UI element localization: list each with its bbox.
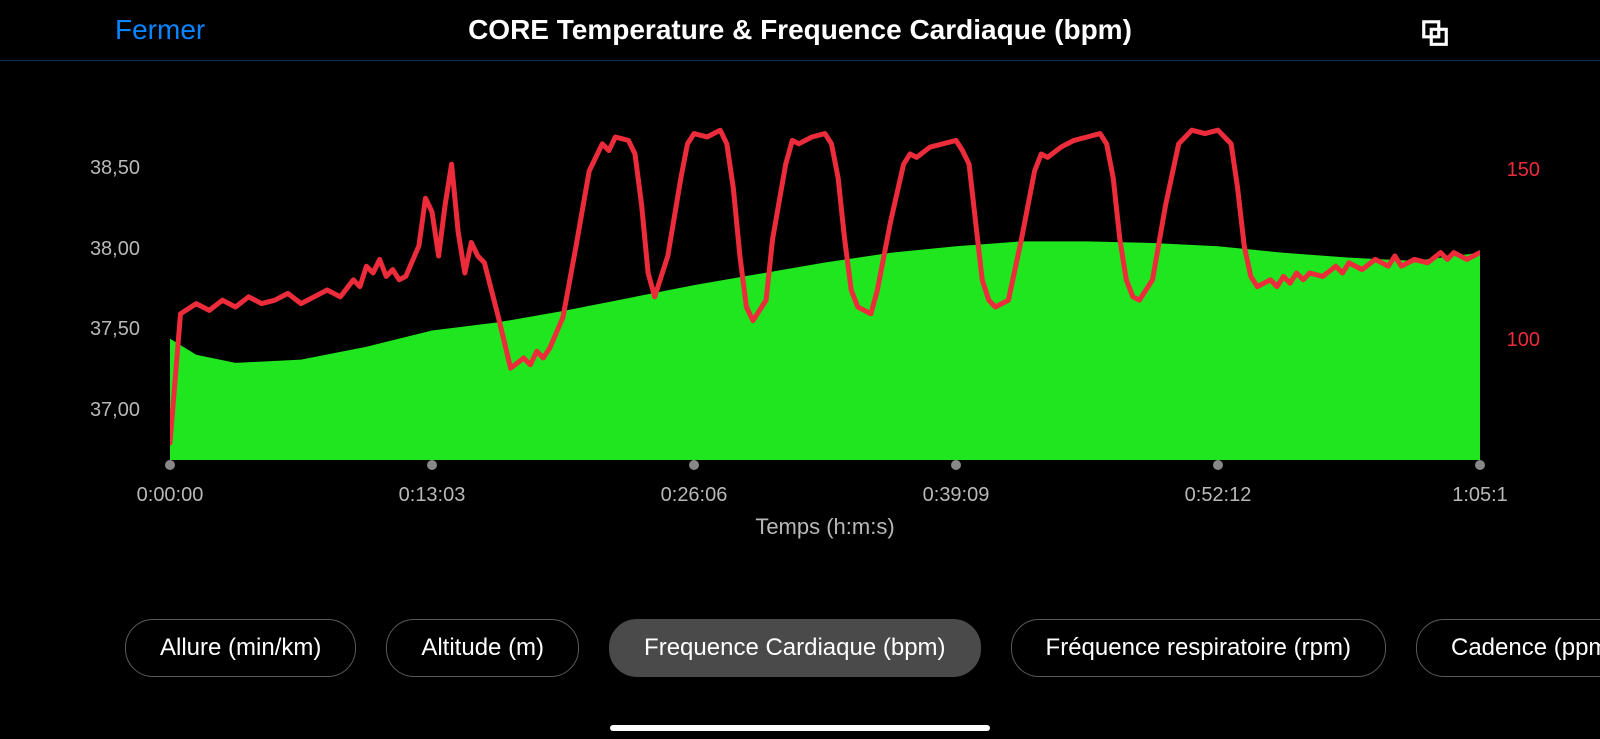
- metric-chip[interactable]: Fréquence respiratoire (rpm): [1011, 619, 1386, 677]
- home-indicator: [610, 725, 990, 731]
- x-tick-dot: [1213, 460, 1223, 470]
- x-tick-label: 0:13:03: [399, 484, 466, 507]
- metric-chip[interactable]: Altitude (m): [386, 619, 579, 677]
- x-tick-dot: [951, 460, 961, 470]
- header: Fermer CORE Temperature & Frequence Card…: [0, 0, 1600, 61]
- x-tick-label: 0:26:06: [661, 484, 728, 507]
- metric-chip[interactable]: Frequence Cardiaque (bpm): [609, 619, 981, 677]
- x-tick-dot: [427, 460, 437, 470]
- page-title: CORE Temperature & Frequence Cardiaque (…: [0, 14, 1600, 46]
- metric-chip-row[interactable]: Allure (min/km) Altitude (m) Frequence Car…: [0, 619, 1600, 689]
- y-right-tick: 150: [1507, 159, 1540, 182]
- x-tick-label: 0:39:09: [923, 484, 990, 507]
- metric-chip[interactable]: Allure (min/km): [125, 619, 356, 677]
- x-axis: Temps (h:m:s) 0:00:000:13:030:26:060:39:…: [170, 460, 1480, 540]
- y-left-tick: 38,00: [90, 238, 140, 261]
- y-left-tick: 37,00: [90, 399, 140, 422]
- x-tick-dot: [1475, 460, 1485, 470]
- x-tick-dot: [165, 460, 175, 470]
- metric-chip[interactable]: Cadence (ppm): [1416, 619, 1600, 677]
- x-tick-label: 0:00:00: [137, 484, 204, 507]
- compare-icon[interactable]: [1420, 18, 1450, 53]
- x-tick-label: 0:52:12: [1185, 484, 1252, 507]
- x-axis-title: Temps (h:m:s): [170, 514, 1480, 540]
- chart-area[interactable]: 38,50 38,00 37,50 37,00 150 100 Temps (h:m:s…: [0, 60, 1600, 620]
- y-left-tick: 37,50: [90, 318, 140, 341]
- x-tick-dot: [689, 460, 699, 470]
- y-right-tick: 100: [1507, 329, 1540, 352]
- x-tick-label: 1:05:1: [1452, 484, 1508, 507]
- y-left-tick: 38,50: [90, 157, 140, 180]
- chart-plot: [170, 120, 1480, 460]
